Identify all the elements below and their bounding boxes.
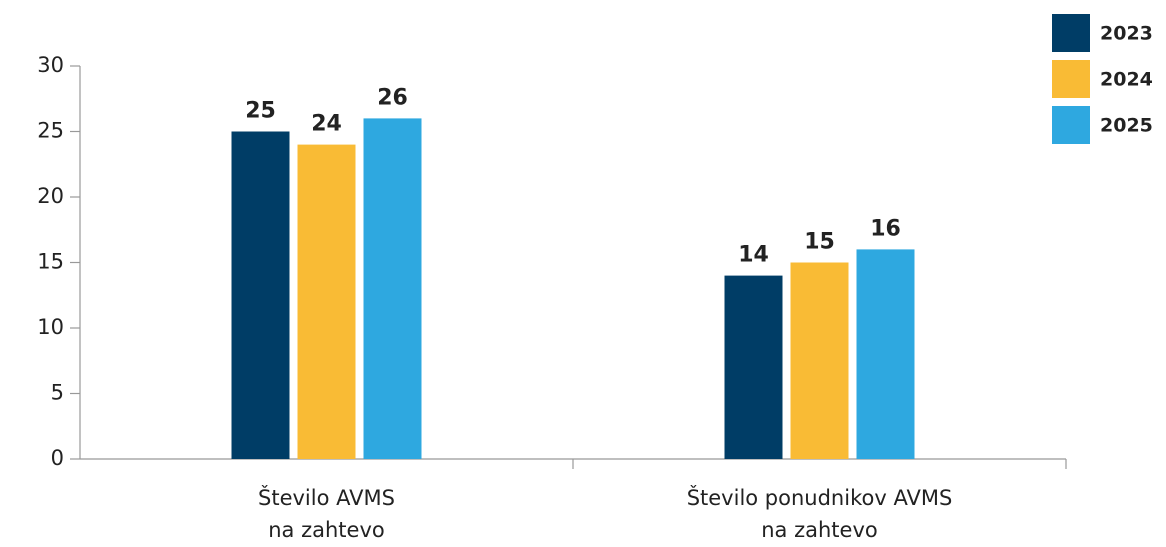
y-tick-label: 15 — [37, 250, 64, 274]
bar — [231, 131, 290, 459]
y-tick-label: 10 — [37, 315, 64, 339]
value-label: 24 — [311, 112, 342, 137]
value-label: 26 — [377, 85, 408, 110]
x-tick-label: Število ponudnikov AVMS — [687, 485, 953, 510]
value-label: 15 — [804, 230, 835, 255]
value-label: 16 — [870, 216, 901, 241]
bar — [363, 118, 422, 460]
bar — [856, 249, 915, 459]
y-tick-label: 0 — [51, 446, 64, 470]
bar — [790, 262, 849, 459]
value-label: 14 — [738, 243, 769, 268]
bar — [724, 275, 783, 459]
y-tick-label: 20 — [37, 184, 64, 208]
legend-swatch — [1052, 60, 1090, 98]
legend-label: 2025 — [1100, 115, 1153, 137]
y-tick-label: 25 — [37, 119, 64, 143]
legend-swatch — [1052, 106, 1090, 144]
legend-label: 2023 — [1100, 23, 1153, 45]
bar — [297, 144, 356, 459]
x-tick-label: Število AVMS — [258, 485, 395, 510]
y-tick-label: 5 — [51, 381, 64, 405]
legend-label: 2024 — [1100, 69, 1153, 91]
value-label: 25 — [245, 99, 276, 124]
y-tick-label: 30 — [37, 53, 64, 77]
x-tick-label: na zahtevo — [761, 518, 877, 542]
x-tick-label: na zahtevo — [268, 518, 384, 542]
legend-swatch — [1052, 14, 1090, 52]
